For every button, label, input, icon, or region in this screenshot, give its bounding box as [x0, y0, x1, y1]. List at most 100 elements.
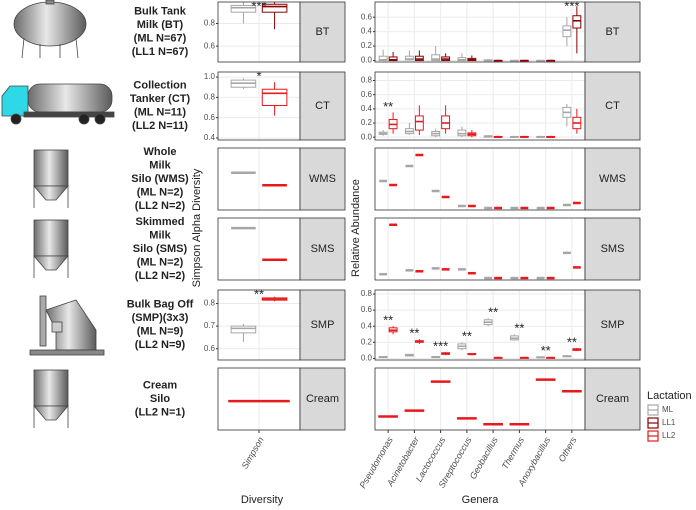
panel-background [375, 368, 585, 430]
y-tick-label: 0.4 [361, 321, 373, 330]
y-tick-label: 1.0 [204, 72, 216, 81]
y-tick-label: 0.6 [204, 113, 216, 122]
strip [584, 367, 641, 431]
row-label: Whole [144, 146, 177, 158]
strip-label: SMP [601, 319, 625, 331]
row-label: Cream [143, 379, 177, 391]
y-axis-title: Simpson Alpha Diversity [191, 168, 203, 287]
significance: ** [462, 329, 472, 344]
significance: *** [433, 338, 448, 353]
row-label: Silo [150, 393, 170, 405]
y-axis-title: Relative Abundance [350, 179, 362, 277]
y-tick-label: 0.6 [204, 344, 216, 353]
strip-label: CT [605, 100, 620, 112]
y-tick-label: 0.2 [361, 118, 373, 127]
strip [299, 217, 346, 281]
row-label: (LL2 N=2) [135, 270, 186, 282]
row-label: Silo (WMS) [131, 173, 189, 185]
strip [584, 147, 641, 211]
row-label: Milk (BT) [137, 19, 184, 31]
row-label: Silo (SMS) [133, 243, 188, 255]
row-label: (ML N=11) [134, 107, 186, 119]
row-label: Collection [133, 80, 186, 92]
row-label: Milk [149, 229, 171, 241]
y-tick-label: 0.8 [361, 289, 373, 298]
strip [299, 147, 346, 211]
row-label: (LL2 N=11) [132, 120, 188, 132]
y-tick-label: 0.8 [204, 92, 216, 101]
box [261, 3, 288, 13]
legend-title: Lactation [647, 390, 692, 402]
strip [299, 1, 346, 63]
strip-label: Cream [306, 393, 339, 405]
strip-label: CT [315, 100, 330, 112]
significance: ** [254, 286, 264, 301]
y-tick-label: 0.6 [361, 305, 373, 314]
row-label: (ML N=67) [134, 33, 187, 45]
row-label: (ML N=9) [137, 326, 184, 338]
x-tick-label: Simpson [240, 435, 266, 470]
y-tick-label: 0.6 [361, 12, 373, 21]
legend-label: ML [662, 405, 674, 414]
strip-label: BT [605, 26, 619, 38]
strip [584, 1, 641, 63]
significance: ** [383, 99, 393, 114]
row-label: (SMP)(3x3) [132, 312, 189, 324]
box [230, 325, 257, 334]
box [261, 88, 288, 106]
strip-label: WMS [599, 173, 626, 185]
y-tick-label: 0.4 [361, 27, 373, 36]
strip-label: WMS [309, 173, 336, 185]
y-tick-label: 0.0 [361, 354, 373, 363]
legend-label: LL1 [662, 418, 676, 427]
strip [299, 367, 346, 431]
silo-icon [33, 219, 69, 278]
y-tick-label: 0.6 [361, 90, 373, 99]
row-label: Milk [149, 159, 171, 171]
strip [584, 71, 641, 141]
row-label: Bulk Tank [134, 6, 187, 18]
icons [1, 0, 115, 428]
y-tick-label: 0.8 [204, 19, 216, 28]
row-label: (LL1 N=67) [132, 46, 189, 58]
significance: ** [488, 305, 498, 320]
y-tick-label: 0.0 [361, 132, 373, 141]
strip-label: BT [315, 26, 329, 38]
y-tick-label: 0.8 [361, 76, 373, 85]
row-label: (LL2 N=1) [135, 406, 186, 418]
row-label: (LL2 N=2) [135, 200, 186, 212]
y-tick-label: 0.8 [204, 299, 216, 308]
strip-label: SMS [601, 243, 625, 255]
panel-background [375, 290, 585, 360]
strip-label: SMP [311, 319, 335, 331]
row-label: (LL2 N=9) [135, 339, 186, 351]
box [230, 4, 257, 13]
strip [299, 71, 346, 141]
significance: ** [383, 313, 393, 328]
box [572, 15, 582, 29]
bag-off-icon [29, 295, 105, 356]
row-label: Skimmed [136, 216, 185, 228]
row-label: Tanker (CT) [130, 93, 191, 105]
y-tick-label: 0.6 [204, 41, 216, 50]
x-tick-label: Thermus [500, 435, 527, 471]
box [431, 54, 441, 62]
legend-label: LL2 [662, 431, 676, 440]
strip-label: Cream [596, 393, 629, 405]
x-tick-label: Others [556, 435, 578, 464]
strip [299, 289, 346, 361]
strip-label: SMS [311, 243, 335, 255]
y-tick-label: 0.4 [204, 133, 216, 142]
tanker-icon [1, 83, 115, 125]
significance: *** [564, 0, 579, 13]
y-tick-label: 0.7 [204, 321, 216, 330]
significance: ** [541, 343, 551, 358]
row-label: (ML N=2) [137, 186, 184, 198]
tank-icon [13, 0, 87, 59]
significance: ** [567, 334, 577, 349]
significance: *** [251, 0, 266, 13]
strip [584, 289, 641, 361]
y-tick-label: 0.2 [361, 41, 373, 50]
box [562, 25, 572, 38]
x-axis-title: Diversity [241, 494, 284, 506]
